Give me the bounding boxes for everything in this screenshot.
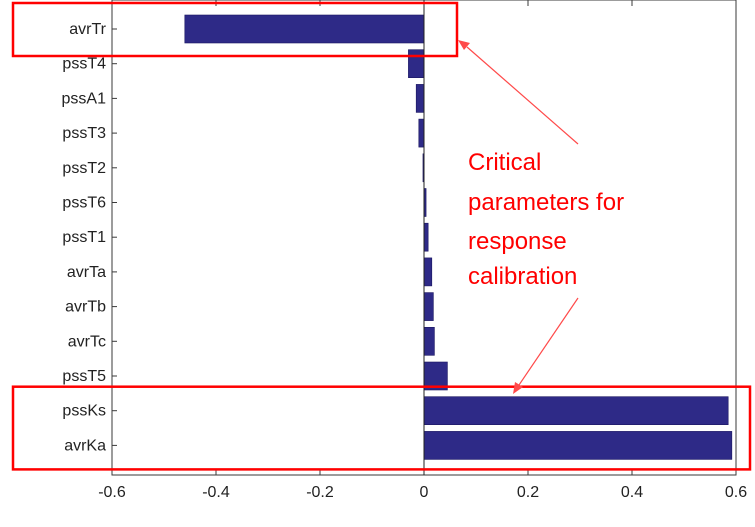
annotation-arrow-up-head	[458, 40, 470, 50]
annotation-line-4: calibration	[468, 263, 577, 290]
bar-avrTc	[423, 326, 435, 356]
category-label: avrKa	[64, 437, 106, 454]
x-axis-ticks: -0.6 -0.4 -0.2 0 0.2 0.4 0.6	[98, 0, 747, 501]
bar-pssT4	[408, 49, 425, 79]
category-labels: avrTr pssT4 pssA1 pssT3 pssT2 pssT6 pssT1 avrTa…	[62, 21, 117, 454]
category-label: pssT1	[62, 229, 106, 246]
bar-pssKs	[423, 396, 729, 426]
bar-pssT3	[418, 118, 425, 148]
annotation: Critical parameters for response calibra…	[458, 40, 624, 394]
category-label: pssT3	[62, 125, 106, 142]
bar-pssA1	[415, 84, 425, 113]
bar-avrTa	[423, 257, 433, 287]
highlight-box-top	[11, 1, 459, 58]
bar-pssT1	[423, 222, 429, 252]
category-label: avrTr	[69, 21, 106, 38]
x-tick-label: -0.6	[98, 484, 126, 501]
annotation-arrow-down-head	[513, 382, 523, 394]
x-tick-label: 0	[420, 484, 429, 501]
annotation-line-3: response	[468, 228, 567, 255]
category-label: pssT5	[62, 368, 106, 385]
bar-group	[184, 14, 733, 460]
category-label: avrTb	[65, 299, 106, 316]
annotation-arrow-up-shaft	[466, 46, 579, 145]
bar-avrTb	[423, 292, 434, 321]
annotation-arrow-down-shaft	[518, 297, 579, 386]
x-tick-label: 0.6	[725, 484, 747, 501]
category-label: avrTc	[68, 333, 106, 350]
category-label: avrTa	[67, 264, 106, 281]
category-label: pssT4	[62, 56, 106, 73]
x-tick-label: 0.4	[621, 484, 643, 501]
category-label: pssT6	[62, 195, 106, 212]
x-tick-label: -0.2	[306, 484, 334, 501]
category-label: pssKs	[62, 403, 106, 420]
category-label: pssT2	[62, 160, 106, 177]
x-tick-label: -0.4	[202, 484, 230, 501]
highlight-boxes	[11, 1, 752, 471]
category-label: pssA1	[62, 90, 107, 107]
x-tick-label: 0.2	[517, 484, 539, 501]
bar-avrKa	[423, 431, 733, 460]
bar-avrTr	[184, 14, 425, 44]
annotation-line-2: parameters for	[468, 189, 624, 216]
annotation-line-1: Critical	[468, 149, 541, 176]
highlight-box-bottom	[11, 385, 752, 471]
